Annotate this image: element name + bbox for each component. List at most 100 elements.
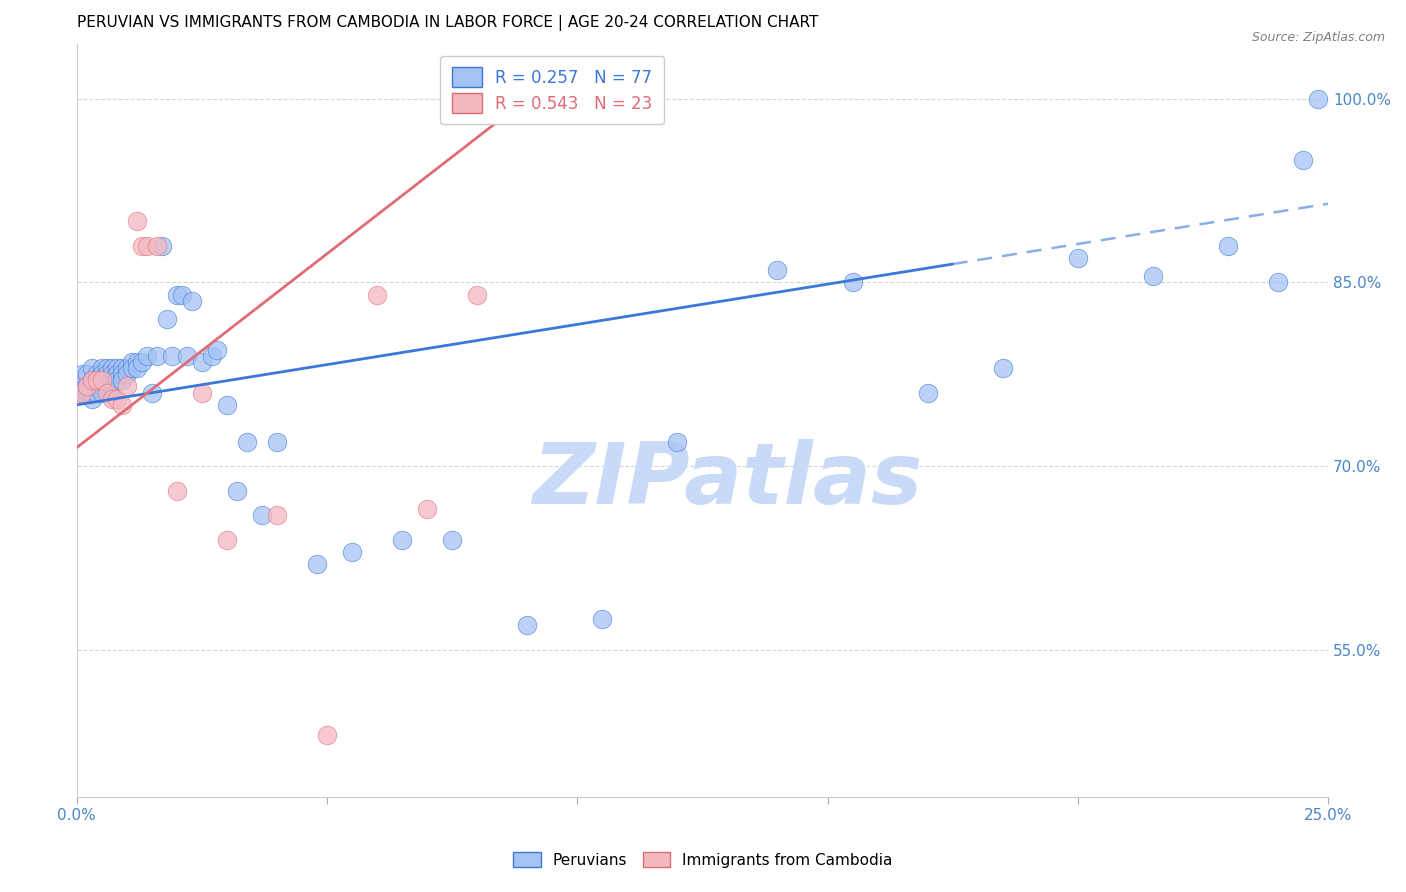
Point	[96, 373, 118, 387]
Point	[76, 379, 98, 393]
Point	[96, 368, 118, 382]
Point	[96, 361, 118, 376]
Point	[1267, 276, 1289, 290]
Point	[266, 434, 288, 449]
Point	[516, 92, 538, 106]
Text: Source: ZipAtlas.com: Source: ZipAtlas.com	[1251, 31, 1385, 45]
Point	[90, 385, 112, 400]
Point	[305, 557, 328, 571]
Point	[1216, 238, 1239, 252]
Point	[125, 361, 148, 376]
Point	[441, 533, 464, 547]
Point	[150, 238, 173, 252]
Point	[96, 385, 118, 400]
Point	[591, 612, 613, 626]
Point	[225, 483, 247, 498]
Point	[110, 398, 132, 412]
Point	[190, 355, 212, 369]
Point	[131, 355, 153, 369]
Point	[236, 434, 259, 449]
Point	[90, 373, 112, 387]
Text: PERUVIAN VS IMMIGRANTS FROM CAMBODIA IN LABOR FORCE | AGE 20-24 CORRELATION CHAR: PERUVIAN VS IMMIGRANTS FROM CAMBODIA IN …	[76, 15, 818, 31]
Point	[80, 392, 103, 406]
Point	[80, 373, 103, 387]
Point	[1067, 251, 1090, 265]
Point	[70, 368, 93, 382]
Point	[250, 508, 273, 522]
Point	[80, 379, 103, 393]
Point	[105, 361, 128, 376]
Point	[86, 373, 108, 387]
Point	[1292, 153, 1315, 167]
Point	[70, 385, 93, 400]
Text: ZIPatlas: ZIPatlas	[533, 439, 922, 522]
Point	[366, 287, 388, 301]
Point	[145, 349, 167, 363]
Point	[170, 287, 193, 301]
Point	[215, 533, 238, 547]
Point	[201, 349, 224, 363]
Point	[90, 368, 112, 382]
Legend: Peruvians, Immigrants from Cambodia: Peruvians, Immigrants from Cambodia	[506, 844, 900, 875]
Point	[100, 373, 122, 387]
Point	[1308, 92, 1330, 106]
Point	[76, 379, 98, 393]
Point	[70, 379, 93, 393]
Point	[315, 729, 337, 743]
Point	[105, 373, 128, 387]
Point	[110, 368, 132, 382]
Point	[991, 361, 1014, 376]
Point	[70, 385, 93, 400]
Point	[180, 293, 202, 308]
Point	[86, 368, 108, 382]
Point	[266, 508, 288, 522]
Point	[205, 343, 228, 357]
Point	[416, 502, 439, 516]
Point	[166, 287, 188, 301]
Point	[125, 214, 148, 228]
Point	[76, 385, 98, 400]
Point	[766, 263, 789, 277]
Point	[110, 373, 132, 387]
Point	[190, 385, 212, 400]
Point	[166, 483, 188, 498]
Point	[76, 379, 98, 393]
Point	[391, 533, 413, 547]
Point	[135, 349, 157, 363]
Point	[156, 312, 179, 326]
Point	[100, 392, 122, 406]
Point	[96, 379, 118, 393]
Point	[76, 368, 98, 382]
Point	[465, 287, 488, 301]
Point	[160, 349, 183, 363]
Point	[80, 373, 103, 387]
Point	[340, 545, 363, 559]
Point	[100, 379, 122, 393]
Point	[105, 368, 128, 382]
Point	[917, 385, 939, 400]
Point	[141, 385, 163, 400]
Point	[135, 238, 157, 252]
Point	[80, 361, 103, 376]
Point	[115, 361, 138, 376]
Point	[110, 361, 132, 376]
Point	[215, 398, 238, 412]
Point	[86, 385, 108, 400]
Point	[121, 355, 143, 369]
Point	[90, 373, 112, 387]
Point	[86, 379, 108, 393]
Point	[115, 368, 138, 382]
Point	[90, 379, 112, 393]
Point	[131, 238, 153, 252]
Point	[841, 276, 863, 290]
Point	[86, 373, 108, 387]
Point	[516, 618, 538, 632]
Point	[105, 392, 128, 406]
Legend: R = 0.257   N = 77, R = 0.543   N = 23: R = 0.257 N = 77, R = 0.543 N = 23	[440, 56, 664, 124]
Point	[145, 238, 167, 252]
Point	[100, 361, 122, 376]
Point	[666, 434, 689, 449]
Point	[115, 379, 138, 393]
Point	[90, 361, 112, 376]
Point	[176, 349, 198, 363]
